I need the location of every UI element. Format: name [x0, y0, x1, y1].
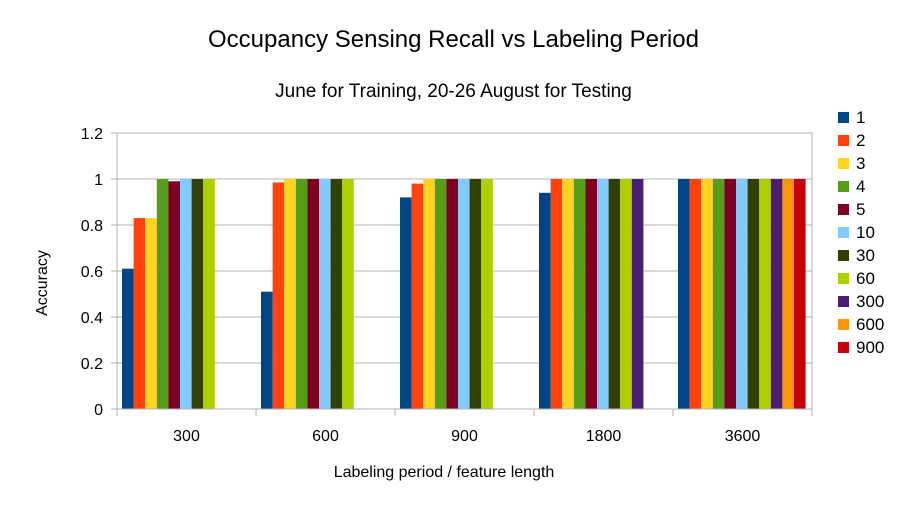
bar-series-5-cat-900 — [446, 179, 458, 409]
chart-title: Occupancy Sensing Recall vs Labeling Per… — [208, 26, 699, 53]
bar-series-2-cat-3600 — [689, 179, 702, 409]
bar-series-4-cat-3600 — [712, 179, 725, 409]
bar-series-1-cat-300 — [122, 268, 134, 409]
legend-swatch-900 — [838, 342, 849, 353]
bar-series-5-cat-3600 — [724, 179, 736, 409]
y-tick-label: 0 — [94, 402, 103, 419]
bar-series-4-cat-600 — [295, 179, 308, 409]
y-tick-label: 0.2 — [81, 356, 103, 373]
bar-series-30-cat-300 — [191, 179, 204, 409]
y-tick-label: 1 — [94, 172, 103, 189]
legend-label: 900 — [856, 338, 884, 357]
bar-series-1-cat-600 — [261, 291, 273, 409]
legend-swatch-600 — [838, 319, 849, 330]
legend-swatch-3 — [838, 158, 849, 169]
x-tick-label: 1800 — [586, 428, 622, 445]
y-axis-label: Accuracy — [34, 250, 51, 316]
legend-label: 300 — [856, 292, 884, 311]
legend-label: 1 — [856, 108, 865, 127]
x-axis-label: Labeling period / feature length — [334, 464, 555, 481]
bar-series-10-cat-3600 — [736, 179, 748, 409]
bar-series-10-cat-900 — [458, 179, 470, 409]
bar-series-3-cat-600 — [284, 179, 296, 409]
bar-series-5-cat-600 — [307, 179, 319, 409]
bar-series-30-cat-1800 — [608, 179, 621, 409]
bar-series-4-cat-900 — [434, 179, 447, 409]
y-tick-label: 1.2 — [81, 126, 103, 143]
bar-series-2-cat-900 — [411, 183, 424, 409]
bar-series-10-cat-600 — [319, 179, 331, 409]
legend-swatch-5 — [838, 204, 849, 215]
legend-label: 60 — [856, 269, 875, 288]
legend: 1 2 3 4 5 10 30 60 300 600 900 — [838, 108, 884, 357]
legend-swatch-10 — [838, 227, 849, 238]
legend-swatch-1 — [838, 112, 849, 123]
legend-label: 3 — [856, 154, 865, 173]
legend-swatch-60 — [838, 273, 849, 284]
bar-series-60-cat-600 — [342, 179, 354, 409]
legend-swatch-4 — [838, 181, 849, 192]
bar-series-1-cat-3600 — [678, 179, 690, 409]
bar-series-60-cat-3600 — [759, 179, 771, 409]
bar-series-3-cat-1800 — [562, 179, 574, 409]
legend-swatch-2 — [838, 135, 849, 146]
bar-series-4-cat-300 — [156, 179, 169, 409]
bar-series-2-cat-600 — [272, 182, 285, 409]
bar-series-60-cat-300 — [203, 179, 215, 409]
legend-swatch-30 — [838, 250, 849, 261]
legend-label: 2 — [856, 131, 865, 150]
legend-label: 5 — [856, 200, 865, 219]
bar-series-3-cat-900 — [423, 179, 435, 409]
x-tick-label: 900 — [451, 428, 478, 445]
bar-series-30-cat-3600 — [747, 179, 760, 409]
bar-series-10-cat-1800 — [597, 179, 609, 409]
bar-series-2-cat-300 — [133, 218, 146, 409]
bar-series-1-cat-900 — [400, 197, 412, 409]
y-tick-label: 0.8 — [81, 218, 103, 235]
bar-series-3-cat-300 — [145, 218, 157, 409]
bar-series-30-cat-600 — [330, 179, 343, 409]
bars — [122, 179, 806, 409]
legend-label: 4 — [856, 177, 865, 196]
legend-label: 600 — [856, 315, 884, 334]
bar-series-1-cat-1800 — [539, 192, 551, 409]
chart-subtitle: June for Training, 20-26 August for Test… — [275, 81, 632, 102]
bar-series-600-cat-3600 — [782, 179, 794, 409]
bar-series-10-cat-300 — [180, 179, 192, 409]
y-tick-label: 0.4 — [81, 310, 103, 327]
legend-label: 10 — [856, 223, 875, 242]
x-tick-label: 300 — [173, 428, 200, 445]
x-tick-label: 3600 — [725, 428, 761, 445]
x-tick-label: 600 — [312, 428, 339, 445]
bar-series-60-cat-900 — [481, 179, 493, 409]
bar-series-3-cat-3600 — [701, 179, 713, 409]
bar-series-60-cat-1800 — [620, 179, 632, 409]
bar-series-900-cat-3600 — [794, 179, 806, 409]
bar-series-300-cat-3600 — [770, 179, 783, 409]
bar-series-4-cat-1800 — [573, 179, 586, 409]
bar-series-300-cat-1800 — [631, 179, 644, 409]
bar-series-30-cat-900 — [469, 179, 482, 409]
legend-label: 30 — [856, 246, 875, 265]
bar-series-5-cat-1800 — [585, 179, 597, 409]
bar-series-5-cat-300 — [168, 181, 180, 409]
axes: 0 0.2 0.4 0.6 0.8 1 1.2 300 600 900 1800 3600 — [81, 126, 813, 445]
y-tick-label: 0.6 — [81, 264, 103, 281]
bar-series-2-cat-1800 — [550, 179, 563, 409]
legend-swatch-300 — [838, 296, 849, 307]
